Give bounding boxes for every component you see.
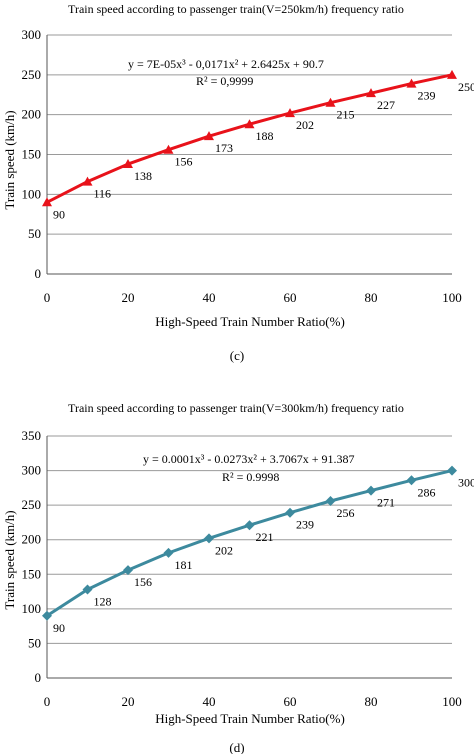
chart-c-data-labels: 90 116 138 156 173 188 202 215 227 239 250 (53, 80, 474, 221)
chart-d-point-1 (82, 584, 93, 595)
chart-d-point-7 (325, 495, 336, 506)
chart-d-axes (46, 436, 452, 679)
chart-d-data-label-7: 256 (337, 506, 355, 520)
chart-c-data-label-2: 138 (134, 169, 152, 183)
chart-c-data-label-0: 90 (53, 207, 65, 221)
chart-d-markers (42, 465, 457, 621)
chart-d-y-ticks: 0 50 100 150 200 250 300 350 (22, 428, 42, 685)
chart-c-data-label-1: 116 (94, 187, 112, 201)
chart-d-x-tick-5: 100 (442, 694, 462, 709)
chart-c-series (46, 73, 453, 204)
chart-d-y-tick-7: 350 (22, 428, 42, 443)
chart-d-y-tick-3: 150 (22, 566, 42, 581)
chart-d-point-9 (406, 475, 417, 486)
chart-d-y-axis-label: Train speed (km/h) (2, 510, 17, 609)
chart-c: Train speed according to passenger train… (2, 2, 474, 363)
chart-c-data-label-5: 188 (256, 129, 274, 143)
chart-d-title: Train speed according to passenger train… (68, 401, 404, 415)
chart-c-point-3 (163, 144, 174, 154)
chart-d-y-tick-5: 250 (22, 497, 42, 512)
chart-d-y-tick-4: 200 (22, 532, 42, 547)
chart-c-grid (47, 34, 452, 275)
chart-d-point-10 (447, 465, 457, 476)
chart-d-point-0 (42, 610, 52, 621)
chart-d-data-label-1: 128 (94, 594, 112, 608)
chart-d-data-label-6: 239 (296, 518, 314, 532)
chart-c-point-4 (204, 131, 214, 141)
chart-d-x-tick-2: 40 (203, 694, 216, 709)
chart-c-equation: y = 7E-05x³ - 0,0171x² + 2.6425x + 90.7 (128, 57, 324, 71)
chart-c-point-6 (285, 108, 295, 118)
chart-d-data-label-3: 181 (175, 558, 193, 572)
chart-d-r-squared: R² = 0.9998 (222, 470, 279, 484)
chart-c-y-tick-6: 300 (22, 27, 42, 42)
chart-c-data-label-10: 250 (458, 80, 474, 94)
chart-d-x-tick-0: 0 (44, 694, 51, 709)
chart-c-x-tick-3: 60 (284, 290, 297, 305)
chart-d-x-tick-1: 20 (122, 694, 135, 709)
chart-d-x-ticks: 0 20 40 60 80 100 (44, 694, 462, 709)
chart-d-y-tick-2: 100 (22, 601, 42, 616)
chart-c-y-tick-4: 200 (22, 107, 42, 122)
chart-c-x-tick-1: 20 (122, 290, 135, 305)
chart-c-point-10 (447, 69, 457, 79)
chart-d-x-axis-label: High-Speed Train Number Ratio(%) (155, 711, 345, 726)
chart-d-data-label-5: 221 (256, 530, 274, 544)
chart-d-data-label-8: 271 (377, 496, 395, 510)
chart-c-y-tick-0: 0 (35, 266, 42, 281)
chart-c-x-axis-label: High-Speed Train Number Ratio(%) (155, 314, 345, 329)
chart-c-x-tick-4: 80 (365, 290, 378, 305)
chart-d-y-tick-6: 300 (22, 463, 42, 478)
chart-c-axes (46, 35, 452, 275)
chart-c-r-squared: R² = 0,9999 (196, 74, 253, 88)
chart-c-data-label-4: 173 (215, 141, 233, 155)
chart-c-point-0 (42, 197, 52, 207)
chart-d: Train speed according to passenger train… (2, 401, 474, 754)
chart-d-data-label-9: 286 (418, 485, 436, 499)
chart-d-data-labels: 90 128 156 181 202 221 239 256 271 286 300 (53, 476, 474, 635)
chart-c-y-tick-3: 150 (22, 147, 42, 162)
chart-d-point-6 (285, 507, 295, 518)
chart-c-y-tick-5: 250 (22, 67, 42, 82)
chart-d-equation: y = 0.0001x³ - 0.0273x² + 3.7067x + 91.3… (143, 452, 355, 466)
chart-d-caption: (d) (229, 740, 244, 754)
chart-c-y-ticks: 0 50 100 150 200 250 300 (22, 27, 42, 281)
chart-d-data-label-2: 156 (134, 575, 152, 589)
chart-d-y-tick-0: 0 (35, 670, 42, 685)
chart-c-data-label-6: 202 (296, 118, 314, 132)
chart-c-point-1 (82, 176, 93, 186)
chart-c-data-label-8: 227 (377, 98, 395, 112)
chart-c-y-axis-label: Train speed (km/h) (2, 110, 17, 209)
chart-c-title: Train speed according to passenger train… (68, 2, 404, 16)
chart-d-point-3 (163, 547, 174, 558)
chart-c-markers (42, 69, 457, 207)
chart-c-point-7 (325, 97, 336, 107)
chart-c-y-tick-2: 100 (22, 186, 42, 201)
chart-d-point-4 (204, 533, 214, 544)
chart-d-point-2 (123, 565, 133, 576)
chart-c-caption: (c) (230, 348, 244, 363)
chart-d-y-tick-1: 50 (28, 635, 41, 650)
chart-c-data-label-7: 215 (337, 108, 355, 122)
chart-c-x-tick-5: 100 (442, 290, 462, 305)
chart-c-point-9 (406, 78, 417, 88)
chart-c-data-label-3: 156 (175, 155, 193, 169)
chart-d-point-8 (366, 485, 376, 496)
chart-d-data-label-10: 300 (458, 476, 474, 490)
chart-c-x-tick-0: 0 (44, 290, 51, 305)
chart-d-data-label-4: 202 (215, 543, 233, 557)
chart-c-point-2 (123, 159, 133, 169)
chart-d-point-5 (244, 520, 255, 531)
chart-c-point-8 (366, 88, 376, 98)
chart-c-x-tick-2: 40 (203, 290, 216, 305)
chart-d-data-label-0: 90 (53, 621, 65, 635)
chart-c-y-tick-1: 50 (28, 226, 41, 241)
chart-c-series-line (46, 73, 453, 204)
chart-d-x-tick-3: 60 (284, 694, 297, 709)
chart-c-data-label-9: 239 (418, 89, 436, 103)
chart-d-x-tick-4: 80 (365, 694, 378, 709)
chart-c-point-5 (244, 119, 255, 129)
chart-c-x-ticks: 0 20 40 60 80 100 (44, 290, 462, 305)
